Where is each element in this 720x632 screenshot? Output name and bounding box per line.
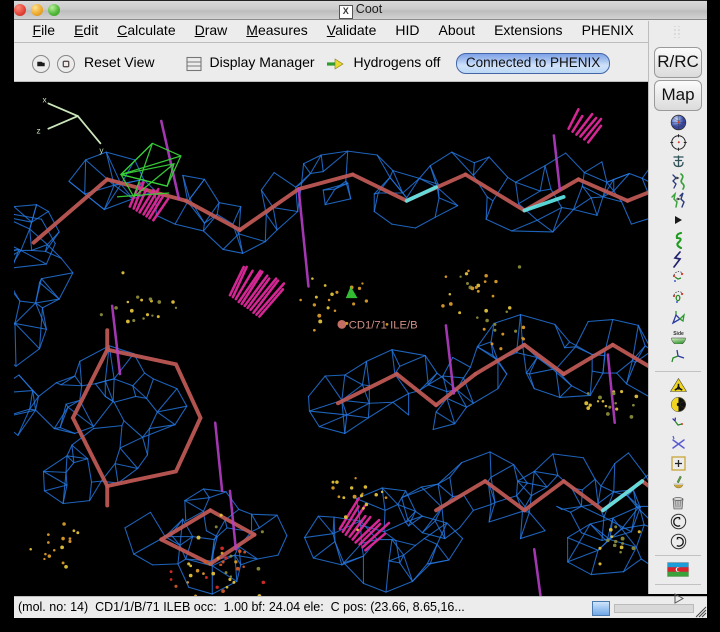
svg-text:CD1/71 ILE/B: CD1/71 ILE/B <box>349 319 418 331</box>
svg-text:x: x <box>42 94 47 104</box>
svg-text:z: z <box>37 126 41 136</box>
svg-text:Side: Side <box>673 331 684 337</box>
